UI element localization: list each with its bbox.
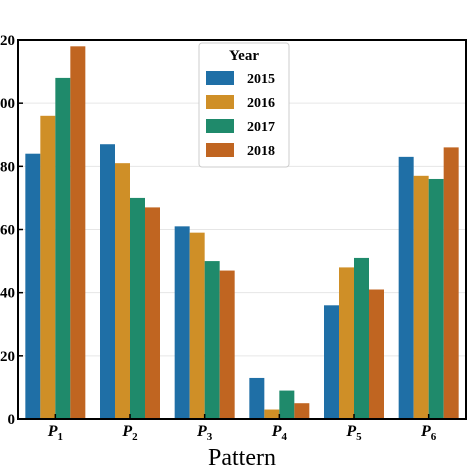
bar-2016-P2 <box>115 163 130 419</box>
x-tick-label: P3 <box>196 423 213 443</box>
bar-2015-P6 <box>398 156 414 419</box>
y-tick-label: 80 <box>0 159 15 175</box>
x-tick-label-base: P <box>271 423 282 440</box>
y-axis-ticks: 0 20 40 60 80 100 120 <box>0 33 23 428</box>
legend-label-2017: 2017 <box>247 120 275 135</box>
legend-label-2015: 2015 <box>247 72 275 87</box>
legend: Year 2015 2016 2017 2018 <box>198 42 290 168</box>
bar-2015-P3 <box>174 226 190 419</box>
x-tick-label: P1 <box>47 423 63 443</box>
bar-2018-P2 <box>145 207 160 419</box>
x-tick-label-subscript: 1 <box>57 431 63 443</box>
x-tick-label-base: P <box>47 423 58 440</box>
bar-2017-P2 <box>130 197 145 419</box>
x-tick-label: P6 <box>420 423 437 443</box>
x-axis-ticks: P1 P2 P3 P4 P5 P6 <box>47 414 437 443</box>
bar-2017-P3 <box>204 261 220 419</box>
x-tick-label-base: P <box>420 423 431 440</box>
bar-2015-P4 <box>249 377 265 419</box>
x-tick-label-subscript: 2 <box>132 431 138 443</box>
legend-swatch-2017 <box>206 119 234 133</box>
bar-2016-P4 <box>264 409 280 419</box>
bar-2016-P5 <box>339 267 354 419</box>
bar-2017-P4 <box>279 390 295 419</box>
x-tick-label-base: P <box>121 423 132 440</box>
y-tick-label: 40 <box>0 286 15 302</box>
y-tick-label: 60 <box>0 223 15 239</box>
x-tick-label-base: P <box>345 423 356 440</box>
y-tick-label: 120 <box>0 33 15 49</box>
bar-2017-P5 <box>354 257 369 419</box>
bar-2015-P1 <box>25 153 41 419</box>
bar-2018-P5 <box>369 289 384 419</box>
x-tick-label-subscript: 3 <box>207 431 213 443</box>
bar-2016-P1 <box>40 115 56 420</box>
bar-2018-P1 <box>70 46 86 420</box>
bar-2016-P3 <box>189 232 205 419</box>
legend-swatch-2016 <box>206 95 234 109</box>
bar-2015-P5 <box>324 305 339 419</box>
bars <box>25 46 459 420</box>
bar-2015-P2 <box>100 144 115 419</box>
bar-2017-P1 <box>55 77 71 420</box>
bar-2017-P6 <box>428 178 444 419</box>
y-tick-label: 20 <box>0 349 15 365</box>
bar-2018-P6 <box>443 147 459 419</box>
x-tick-label-subscript: 6 <box>431 431 437 443</box>
legend-label-2018: 2018 <box>247 144 275 159</box>
y-tick-label: 0 <box>8 412 16 428</box>
x-tick-label-subscript: 5 <box>356 431 362 443</box>
legend-title: Year <box>229 48 259 64</box>
legend-label-2016: 2016 <box>247 96 275 111</box>
x-axis-title: Pattern <box>208 445 276 471</box>
legend-swatch-2015 <box>206 71 234 85</box>
y-tick-label: 100 <box>0 96 15 112</box>
bar-2018-P4 <box>294 403 310 419</box>
legend-items: 2015 2016 2017 2018 <box>206 71 275 159</box>
x-tick-label: P4 <box>271 423 288 443</box>
x-tick-label-subscript: 4 <box>281 431 287 443</box>
x-tick-label-base: P <box>196 423 207 440</box>
x-tick-label: P2 <box>121 423 138 443</box>
legend-swatch-2018 <box>206 143 234 157</box>
bar-2016-P6 <box>413 175 429 419</box>
bar-2018-P3 <box>219 270 235 419</box>
x-tick-label: P5 <box>345 423 362 443</box>
